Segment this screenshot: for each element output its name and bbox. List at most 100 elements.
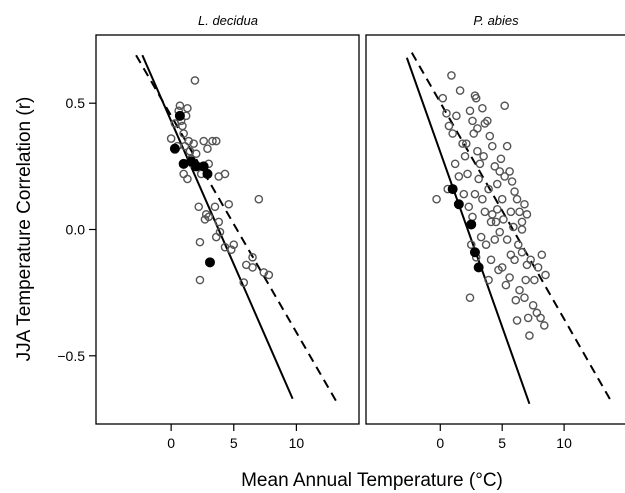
open-data-point xyxy=(189,139,198,148)
open-data-point xyxy=(492,179,502,189)
open-data-point xyxy=(476,232,486,242)
open-data-point xyxy=(465,106,475,116)
open-data-point xyxy=(469,129,479,138)
open-data-point xyxy=(460,151,470,161)
y-tick-label: −0.5 xyxy=(57,348,85,364)
fit-lines-l-decidua xyxy=(135,54,339,405)
x-tick-label: 0 xyxy=(436,435,444,451)
open-data-point xyxy=(475,159,485,169)
open-data-point xyxy=(204,212,214,222)
open-data-point xyxy=(465,293,475,303)
open-data-point xyxy=(464,202,474,212)
open-data-point xyxy=(454,172,464,181)
open-data-point xyxy=(486,217,496,227)
open-data-point xyxy=(499,215,508,224)
x-tick-label: 10 xyxy=(556,435,572,451)
open-data-point xyxy=(517,247,527,257)
y-ticks: −0.5 0.0 0.5 xyxy=(57,95,96,364)
open-data-point xyxy=(490,162,500,171)
x-tick-label: 5 xyxy=(230,435,238,451)
open-data-point xyxy=(259,268,269,277)
open-data-point xyxy=(190,76,200,85)
open-data-point xyxy=(500,172,509,181)
open-data-point xyxy=(214,217,224,227)
open-data-point xyxy=(497,263,507,272)
filled-data-point xyxy=(473,262,484,273)
open-data-point xyxy=(183,103,192,113)
open-data-point xyxy=(525,331,534,340)
open-data-point xyxy=(484,275,493,285)
y-tick-label: 0.0 xyxy=(66,222,86,238)
open-data-point xyxy=(496,154,506,164)
points-p-abies xyxy=(432,71,550,340)
open-data-point xyxy=(507,177,517,186)
panel-frame-l-decidua xyxy=(95,34,360,425)
open-data-point xyxy=(438,93,448,103)
open-data-point xyxy=(505,167,514,176)
filled-data-point xyxy=(174,110,185,121)
open-data-point xyxy=(203,144,212,153)
open-data-point xyxy=(175,101,185,111)
open-data-point xyxy=(195,237,205,247)
open-data-point xyxy=(537,250,547,260)
open-data-point xyxy=(510,187,519,196)
open-data-point xyxy=(497,194,507,204)
fit-lines-p-abies xyxy=(405,52,613,405)
open-data-point xyxy=(520,293,529,303)
solid-fit-line xyxy=(141,54,294,400)
x-ticks-l-decidua: 0 5 10 xyxy=(167,424,304,451)
open-data-point xyxy=(474,174,483,184)
open-data-point xyxy=(502,235,512,244)
open-data-point xyxy=(201,210,211,219)
open-data-point xyxy=(468,116,477,126)
open-data-point xyxy=(208,136,217,146)
open-data-point xyxy=(211,136,221,146)
open-data-point xyxy=(480,119,490,128)
open-data-point xyxy=(480,207,490,217)
open-data-point xyxy=(447,71,456,80)
open-data-point xyxy=(517,217,527,227)
open-data-point xyxy=(515,285,524,295)
open-data-point xyxy=(515,207,524,217)
filled-data-point xyxy=(202,168,213,179)
filled-data-point xyxy=(169,143,180,154)
open-data-point xyxy=(470,189,480,199)
open-data-point xyxy=(473,124,482,133)
dashed-fit-line xyxy=(410,52,613,402)
open-data-point xyxy=(501,280,511,290)
y-axis-title: JJA Temperature Correlation (r) xyxy=(14,97,35,362)
open-data-point xyxy=(481,240,491,249)
open-data-point xyxy=(495,167,505,176)
filled-data-point xyxy=(453,199,464,210)
open-data-point xyxy=(502,141,512,151)
open-data-point xyxy=(512,316,522,325)
open-data-point xyxy=(471,93,481,103)
open-data-point xyxy=(521,275,531,285)
open-data-point xyxy=(487,141,497,151)
open-data-point xyxy=(461,139,471,148)
open-data-point xyxy=(523,313,533,323)
x-tick-label: 0 xyxy=(167,435,175,451)
open-data-point xyxy=(479,151,488,161)
open-data-point xyxy=(442,109,451,118)
open-data-point xyxy=(505,273,514,282)
open-data-point xyxy=(179,129,188,138)
open-data-point xyxy=(459,189,469,199)
open-data-point xyxy=(513,240,523,249)
open-data-point xyxy=(511,295,521,305)
x-ticks-p-abies: 0 5 10 xyxy=(436,424,572,451)
dashed-fit-line xyxy=(135,54,339,405)
panel-title-p-abies: P. abies xyxy=(473,13,519,28)
open-data-point xyxy=(195,275,205,285)
filled-data-point xyxy=(466,219,477,230)
points-l-decidua xyxy=(166,76,274,287)
open-data-point xyxy=(220,169,230,179)
open-data-point xyxy=(455,86,465,95)
filled-data-point xyxy=(447,184,458,195)
open-data-point xyxy=(463,169,472,179)
open-data-point xyxy=(541,270,550,280)
open-data-point xyxy=(450,159,460,169)
open-data-point xyxy=(478,194,487,204)
open-data-point xyxy=(466,240,476,249)
panel-frame-p-abies xyxy=(365,34,625,425)
